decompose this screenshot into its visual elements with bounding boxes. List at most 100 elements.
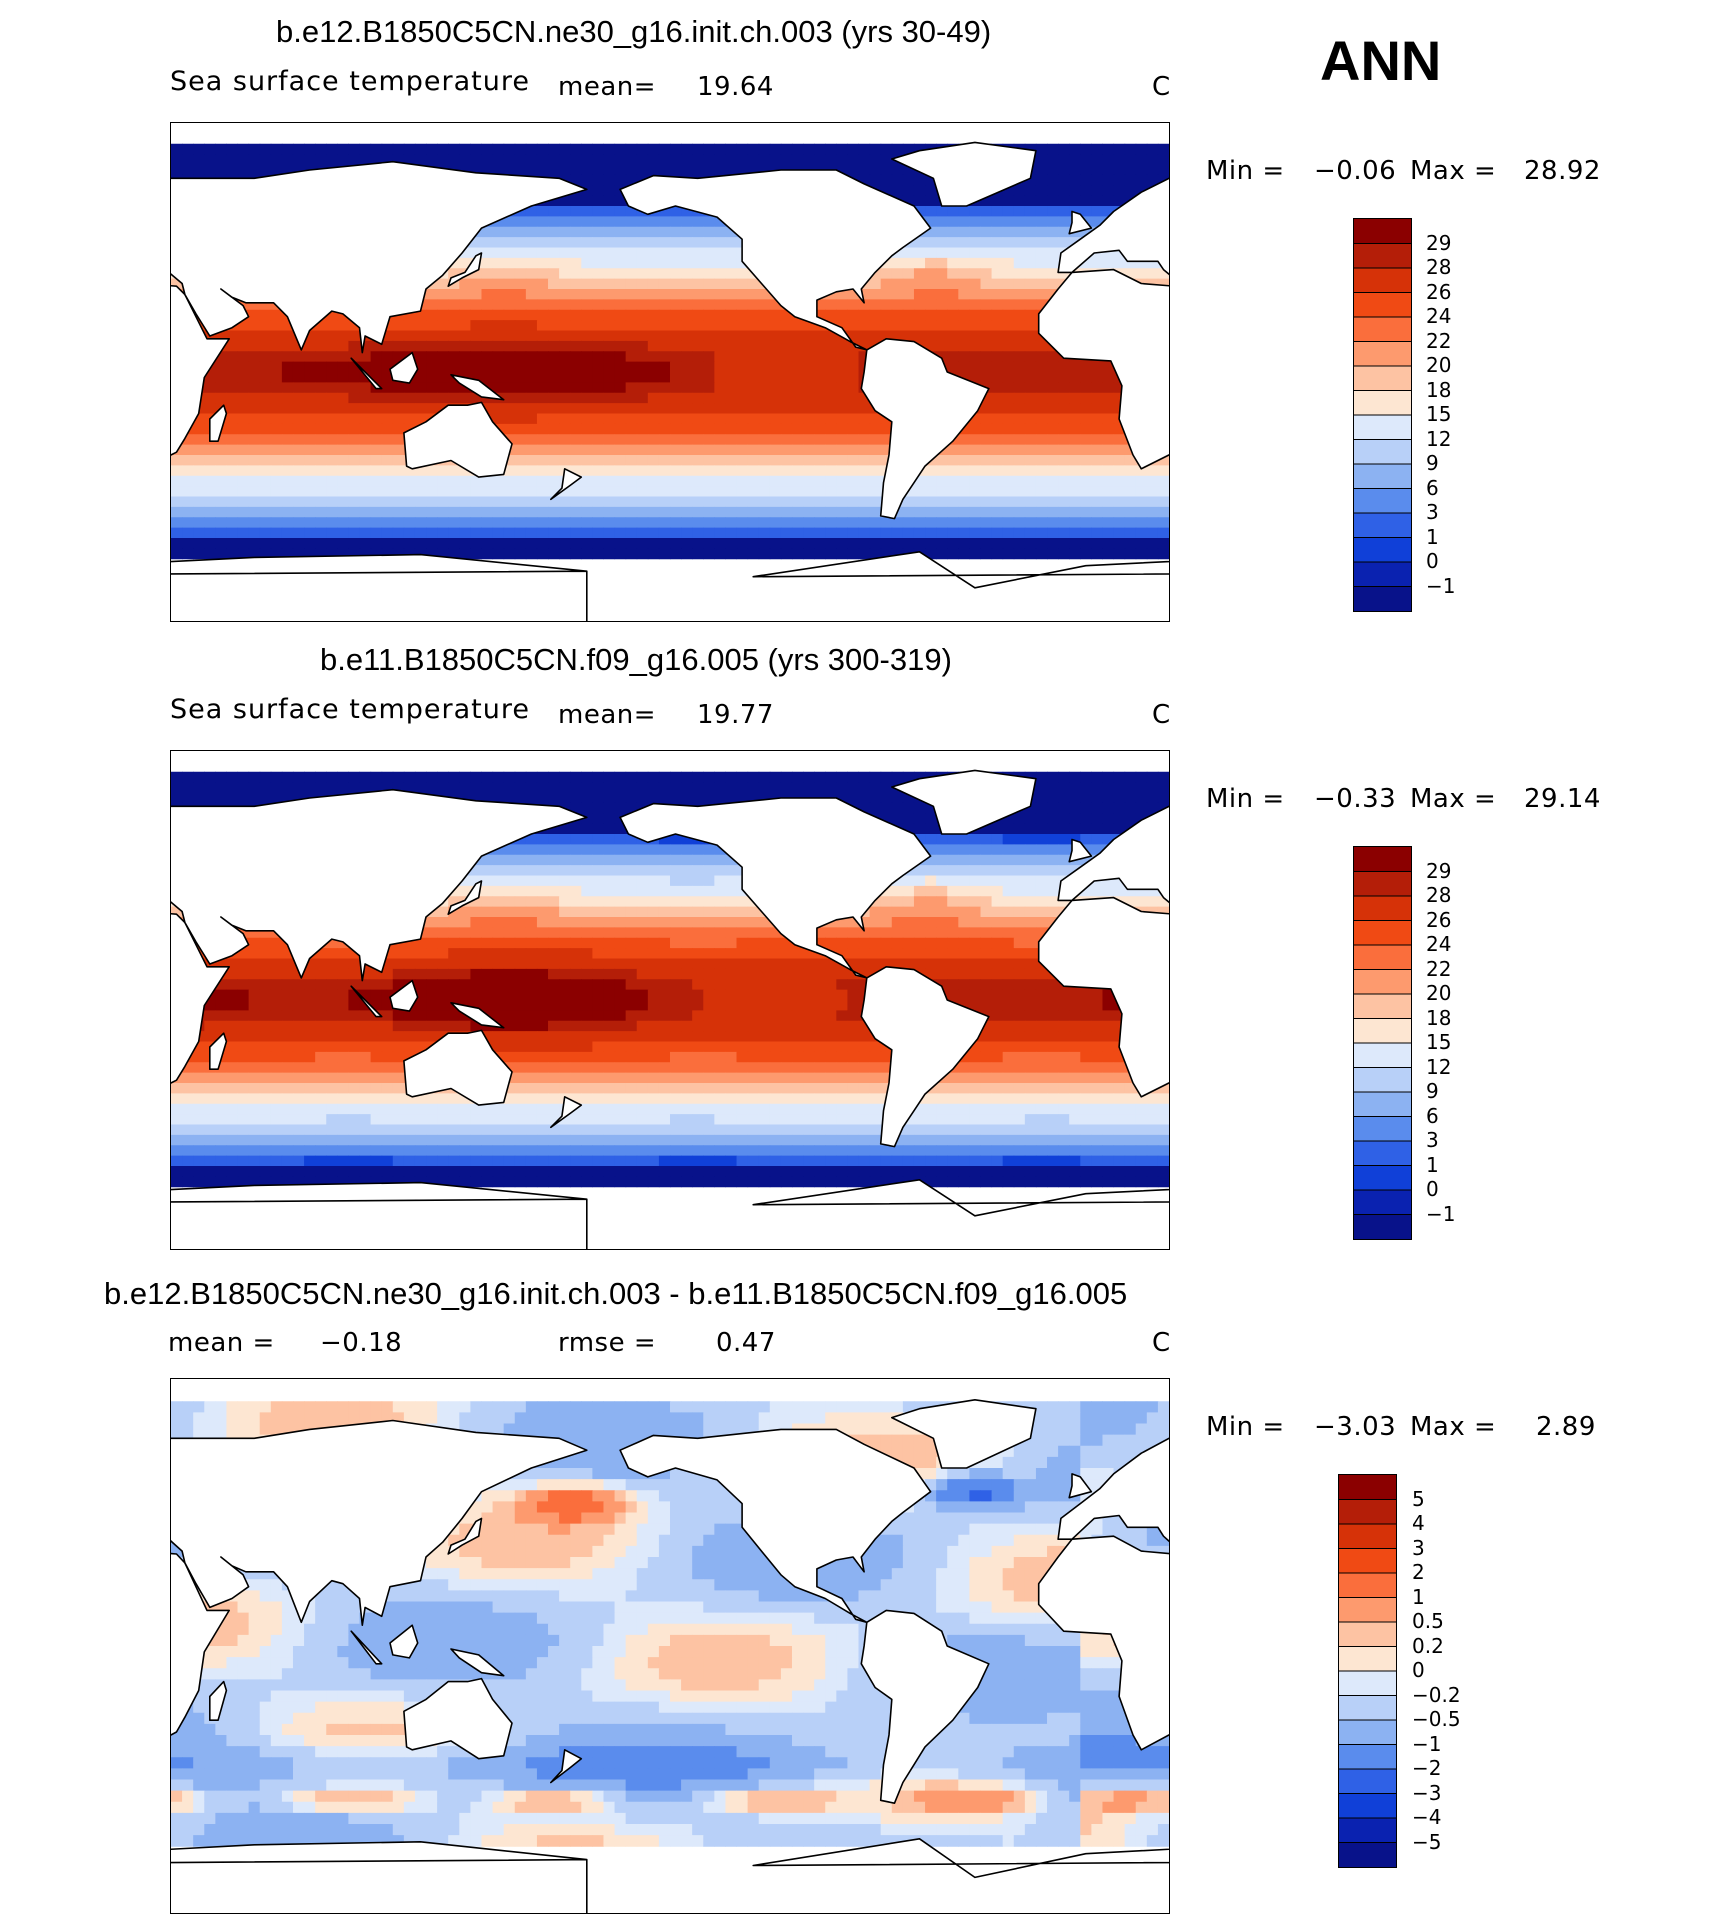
colorbar-swatch — [1339, 1794, 1396, 1819]
colorbar-swatch — [1339, 1720, 1396, 1745]
colorbar-swatch — [1354, 440, 1411, 465]
colorbar-tick-label: 3 — [1426, 1130, 1439, 1150]
panel1-variable: Sea surface temperature — [170, 66, 530, 97]
colorbar-swatch — [1354, 1092, 1411, 1117]
panel1-mean-label: mean= — [558, 72, 656, 102]
colorbar-swatch — [1354, 219, 1411, 244]
colorbar-tick-label: 12 — [1426, 1057, 1451, 1077]
colorbar-swatch — [1339, 1671, 1396, 1696]
colorbar-swatch — [1354, 342, 1411, 367]
colorbar-swatch — [1339, 1745, 1396, 1770]
colorbar-swatch — [1354, 513, 1411, 538]
colorbar-tick-label: −3 — [1412, 1783, 1441, 1803]
colorbar-tick-label: −1 — [1426, 1204, 1455, 1224]
land-mass — [753, 552, 1169, 621]
colorbar-tick-label: 0 — [1412, 1660, 1425, 1680]
colorbar-swatch — [1354, 1117, 1411, 1142]
colorbar-tick-label: 1 — [1412, 1587, 1425, 1607]
colorbar-tick-label: −0.2 — [1412, 1685, 1461, 1705]
colorbar-tick-label: 29 — [1426, 861, 1451, 881]
panel3-units: C — [1152, 1328, 1171, 1358]
colorbar-tick-label: 5 — [1412, 1489, 1425, 1509]
panel3-rmse-value: 0.47 — [716, 1328, 776, 1358]
colorbar-tick-label: 22 — [1426, 331, 1451, 351]
colorbar-swatch — [1339, 1475, 1396, 1500]
colorbar-swatch — [1354, 1043, 1411, 1068]
panel2-title: b.e11.B1850C5CN.f09_g16.005 (yrs 300-319… — [320, 642, 952, 678]
colorbar-swatch — [1339, 1818, 1396, 1843]
colorbar-tick-label: 15 — [1426, 404, 1451, 424]
colorbar-tick-label: 18 — [1426, 1008, 1451, 1028]
colorbar-swatch — [1354, 1141, 1411, 1166]
colorbar-tick-label: −5 — [1412, 1832, 1441, 1852]
colorbar-tick-label: 1 — [1426, 527, 1439, 547]
colorbar-swatch — [1354, 391, 1411, 416]
panel2-map — [170, 750, 1170, 1250]
panel3-min-value: −3.03 — [1314, 1412, 1396, 1442]
colorbar-swatch — [1354, 464, 1411, 489]
colorbar-swatch — [1354, 1068, 1411, 1093]
panel3-min-label: Min = — [1206, 1412, 1285, 1442]
land-mass — [753, 1180, 1169, 1249]
colorbar-tick-label: 2 — [1412, 1562, 1425, 1582]
colorbar-swatch — [1339, 1843, 1396, 1868]
colorbar-tick-label: 6 — [1426, 478, 1439, 498]
season-label: ANN — [1320, 28, 1441, 93]
panel3-max-value: 2.89 — [1536, 1412, 1596, 1442]
colorbar-tick-label: 6 — [1426, 1106, 1439, 1126]
colorbar-swatch — [1354, 1019, 1411, 1044]
colorbar-tick-label: 9 — [1426, 453, 1439, 473]
colorbar-swatch — [1339, 1769, 1396, 1794]
colorbar-tick-label: 20 — [1426, 983, 1451, 1003]
colorbar-swatch — [1354, 587, 1411, 612]
colorbar-swatch — [1354, 847, 1411, 872]
panel2-min-value: −0.33 — [1314, 784, 1396, 814]
colorbar-tick-label: 20 — [1426, 355, 1451, 375]
panel1-units: C — [1152, 72, 1171, 102]
colorbar-tick-label: −4 — [1412, 1807, 1441, 1827]
colorbar-swatch — [1354, 562, 1411, 587]
panel2-colorbar — [1353, 846, 1412, 1240]
colorbar-tick-label: 0 — [1426, 551, 1439, 571]
colorbar-tick-label: 9 — [1426, 1081, 1439, 1101]
panel1-max-value: 28.92 — [1524, 156, 1601, 186]
colorbar-swatch — [1339, 1524, 1396, 1549]
panel1-min-label: Min = — [1206, 156, 1285, 186]
colorbar-swatch — [1354, 538, 1411, 563]
colorbar-swatch — [1354, 366, 1411, 391]
colorbar-swatch — [1354, 268, 1411, 293]
panel3-max-label: Max = — [1410, 1412, 1496, 1442]
colorbar-tick-label: −1 — [1426, 576, 1455, 596]
panel2-max-value: 29.14 — [1524, 784, 1601, 814]
colorbar-swatch — [1354, 994, 1411, 1019]
colorbar-tick-label: 12 — [1426, 429, 1451, 449]
colorbar-swatch — [1339, 1622, 1396, 1647]
panel1-map — [170, 122, 1170, 622]
colorbar-tick-label: 3 — [1412, 1538, 1425, 1558]
panel3-colorbar — [1338, 1474, 1397, 1868]
colorbar-swatch — [1354, 945, 1411, 970]
colorbar-tick-label: 22 — [1426, 959, 1451, 979]
colorbar-swatch — [1354, 970, 1411, 995]
colorbar-swatch — [1354, 317, 1411, 342]
colorbar-swatch — [1354, 1190, 1411, 1215]
colorbar-tick-label: 24 — [1426, 306, 1451, 326]
panel3-map — [170, 1378, 1170, 1914]
colorbar-swatch — [1339, 1573, 1396, 1598]
panel1-min-value: −0.06 — [1314, 156, 1396, 186]
colorbar-tick-label: 26 — [1426, 910, 1451, 930]
colorbar-swatch — [1354, 1166, 1411, 1191]
colorbar-swatch — [1339, 1696, 1396, 1721]
panel3-mean-label: mean = — [168, 1328, 275, 1358]
colorbar-swatch — [1354, 872, 1411, 897]
panel2-mean-label: mean= — [558, 700, 656, 730]
colorbar-tick-label: −1 — [1412, 1734, 1441, 1754]
colorbar-swatch — [1339, 1647, 1396, 1672]
colorbar-swatch — [1354, 293, 1411, 318]
land-mass — [753, 1839, 1169, 1913]
colorbar-tick-label: 4 — [1412, 1513, 1425, 1533]
colorbar-tick-label: 1 — [1426, 1155, 1439, 1175]
colorbar-tick-label: 24 — [1426, 934, 1451, 954]
colorbar-swatch — [1354, 1215, 1411, 1240]
panel2-min-label: Min = — [1206, 784, 1285, 814]
